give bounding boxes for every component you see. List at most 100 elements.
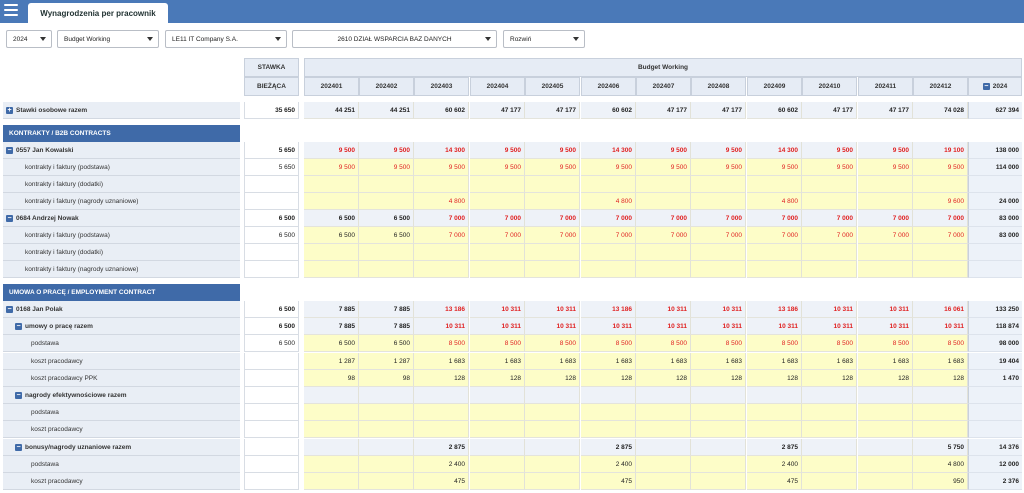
value-cell[interactable]: 1 683 bbox=[470, 353, 525, 370]
value-cell[interactable] bbox=[636, 244, 691, 261]
value-cell[interactable] bbox=[802, 193, 857, 210]
value-cell[interactable]: 128 bbox=[747, 370, 802, 387]
value-cell[interactable] bbox=[304, 456, 359, 473]
value-cell[interactable] bbox=[691, 261, 746, 278]
value-cell[interactable] bbox=[747, 421, 802, 438]
collapse-icon[interactable]: − bbox=[15, 322, 22, 330]
value-cell[interactable] bbox=[304, 244, 359, 261]
value-cell[interactable] bbox=[802, 421, 857, 438]
value-cell[interactable] bbox=[747, 176, 802, 193]
value-cell[interactable]: 8 500 bbox=[636, 335, 691, 352]
value-cell[interactable] bbox=[858, 404, 913, 421]
value-cell[interactable] bbox=[636, 193, 691, 210]
value-cell[interactable] bbox=[858, 261, 913, 278]
department-select[interactable]: 2610 DZIAŁ WSPARCIA BAZ DANYCH bbox=[292, 30, 497, 48]
value-cell[interactable]: 6 500 bbox=[304, 227, 359, 244]
value-cell[interactable] bbox=[636, 176, 691, 193]
value-cell[interactable] bbox=[636, 404, 691, 421]
value-cell[interactable] bbox=[525, 421, 580, 438]
row-group-label[interactable]: −0557 Jan Kowalski bbox=[3, 142, 240, 159]
value-cell[interactable] bbox=[802, 261, 857, 278]
value-cell[interactable]: 9 500 bbox=[470, 159, 525, 176]
value-cell[interactable] bbox=[636, 261, 691, 278]
value-cell[interactable]: 9 500 bbox=[414, 159, 469, 176]
value-cell[interactable]: 128 bbox=[636, 370, 691, 387]
value-cell[interactable]: 98 bbox=[359, 370, 414, 387]
value-cell[interactable]: 7 000 bbox=[747, 227, 802, 244]
value-cell[interactable] bbox=[359, 421, 414, 438]
value-cell[interactable] bbox=[913, 421, 968, 438]
value-cell[interactable]: 9 600 bbox=[913, 193, 968, 210]
company-select[interactable]: LE11 IT Company S.A. bbox=[165, 30, 287, 48]
value-cell[interactable]: 7 000 bbox=[691, 227, 746, 244]
row-group-label[interactable]: − umowy o pracę razem bbox=[3, 318, 240, 335]
value-cell[interactable]: 7 000 bbox=[525, 227, 580, 244]
value-cell[interactable] bbox=[414, 261, 469, 278]
value-cell[interactable] bbox=[636, 456, 691, 473]
value-cell[interactable] bbox=[359, 473, 414, 490]
value-cell[interactable] bbox=[581, 261, 636, 278]
value-cell[interactable]: 4 800 bbox=[913, 456, 968, 473]
value-cell[interactable] bbox=[414, 176, 469, 193]
value-cell[interactable]: 128 bbox=[470, 370, 525, 387]
value-cell[interactable]: 128 bbox=[802, 370, 857, 387]
value-cell[interactable] bbox=[747, 244, 802, 261]
value-cell[interactable] bbox=[581, 421, 636, 438]
value-cell[interactable] bbox=[913, 176, 968, 193]
value-cell[interactable]: 8 500 bbox=[858, 335, 913, 352]
value-cell[interactable] bbox=[470, 176, 525, 193]
value-cell[interactable]: 7 000 bbox=[470, 227, 525, 244]
value-cell[interactable]: 9 500 bbox=[581, 159, 636, 176]
value-cell[interactable]: 9 500 bbox=[636, 159, 691, 176]
value-cell[interactable] bbox=[414, 421, 469, 438]
value-cell[interactable] bbox=[913, 261, 968, 278]
value-cell[interactable]: 8 500 bbox=[802, 335, 857, 352]
row-group-label[interactable]: + Stawki osobowe razem bbox=[3, 102, 240, 119]
value-cell[interactable] bbox=[525, 193, 580, 210]
collapse-icon[interactable]: − bbox=[6, 146, 13, 154]
value-cell[interactable] bbox=[359, 244, 414, 261]
value-cell[interactable] bbox=[691, 456, 746, 473]
value-cell[interactable]: 1 683 bbox=[747, 353, 802, 370]
value-cell[interactable] bbox=[470, 456, 525, 473]
budget-select[interactable]: Budget Working bbox=[57, 30, 159, 48]
value-cell[interactable] bbox=[581, 244, 636, 261]
value-cell[interactable] bbox=[858, 176, 913, 193]
value-cell[interactable] bbox=[802, 176, 857, 193]
expand-icon[interactable]: + bbox=[6, 106, 13, 114]
value-cell[interactable] bbox=[858, 421, 913, 438]
collapse-icon[interactable]: − bbox=[982, 83, 990, 90]
value-cell[interactable] bbox=[304, 404, 359, 421]
value-cell[interactable] bbox=[913, 404, 968, 421]
value-cell[interactable] bbox=[858, 473, 913, 490]
value-cell[interactable]: 2 400 bbox=[581, 456, 636, 473]
value-cell[interactable]: 7 000 bbox=[913, 227, 968, 244]
value-cell[interactable]: 128 bbox=[525, 370, 580, 387]
value-cell[interactable] bbox=[304, 176, 359, 193]
value-cell[interactable] bbox=[802, 244, 857, 261]
value-cell[interactable] bbox=[525, 456, 580, 473]
value-cell[interactable] bbox=[636, 421, 691, 438]
value-cell[interactable]: 6 500 bbox=[304, 335, 359, 352]
value-cell[interactable]: 1 683 bbox=[913, 353, 968, 370]
value-cell[interactable] bbox=[525, 473, 580, 490]
value-cell[interactable]: 9 500 bbox=[304, 159, 359, 176]
value-cell[interactable]: 9 500 bbox=[802, 159, 857, 176]
value-cell[interactable] bbox=[858, 456, 913, 473]
value-cell[interactable]: 1 683 bbox=[581, 353, 636, 370]
value-cell[interactable] bbox=[525, 261, 580, 278]
collapse-icon[interactable]: − bbox=[6, 305, 13, 313]
value-cell[interactable]: 6 500 bbox=[359, 335, 414, 352]
value-cell[interactable]: 7 000 bbox=[581, 227, 636, 244]
collapse-icon[interactable]: − bbox=[15, 443, 22, 451]
value-cell[interactable] bbox=[747, 261, 802, 278]
value-cell[interactable]: 475 bbox=[747, 473, 802, 490]
value-cell[interactable] bbox=[858, 244, 913, 261]
value-cell[interactable]: 9 500 bbox=[858, 159, 913, 176]
collapse-icon[interactable]: − bbox=[15, 391, 22, 399]
value-cell[interactable]: 8 500 bbox=[581, 335, 636, 352]
value-cell[interactable]: 6 500 bbox=[359, 227, 414, 244]
row-group-label[interactable]: − bonusy/nagrody uznaniowe razem bbox=[3, 439, 240, 456]
value-cell[interactable] bbox=[470, 473, 525, 490]
value-cell[interactable] bbox=[525, 244, 580, 261]
